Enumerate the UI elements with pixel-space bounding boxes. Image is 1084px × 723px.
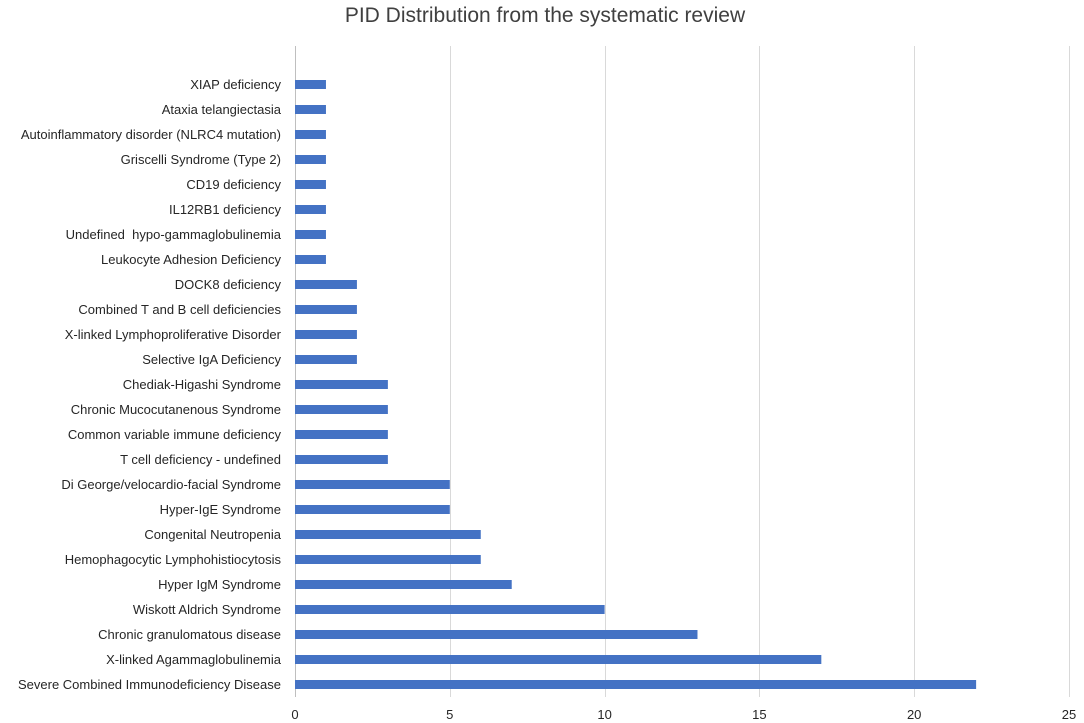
- chart-title: PID Distribution from the systematic rev…: [345, 4, 746, 27]
- gridlines: [295, 46, 1070, 697]
- bar: [295, 680, 977, 689]
- bars: [295, 80, 977, 689]
- x-tick-label: 25: [1062, 707, 1076, 722]
- category-labels: Severe Combined Immunodeficiency Disease…: [18, 77, 282, 692]
- x-tick-label: 0: [291, 707, 298, 722]
- category-label: Leukocyte Adhesion Deficiency: [101, 252, 281, 267]
- x-tick-label: 5: [446, 707, 453, 722]
- bar: [295, 205, 326, 214]
- bar: [295, 355, 357, 364]
- bar: [295, 405, 388, 414]
- category-label: T cell deficiency - undefined: [120, 452, 281, 467]
- category-label: Chronic granulomatous disease: [98, 627, 281, 642]
- category-label: Chronic Mucocutanenous Syndrome: [71, 402, 281, 417]
- x-tick-labels: 0 5 10 15 20 25: [291, 707, 1076, 722]
- bar: [295, 580, 512, 589]
- category-label: IL12RB1 deficiency: [169, 202, 282, 217]
- category-label: Chediak-Higashi Syndrome: [123, 377, 281, 392]
- category-label: Autoinflammatory disorder (NLRC4 mutatio…: [21, 127, 281, 142]
- category-label: Hyper IgM Syndrome: [158, 577, 281, 592]
- bar: [295, 505, 450, 514]
- bar: [295, 130, 326, 139]
- category-label: DOCK8 deficiency: [175, 277, 282, 292]
- category-label: Undefined hypo-gammaglobulinemia: [66, 227, 282, 242]
- bar: [295, 105, 326, 114]
- category-label: Hyper-IgE Syndrome: [160, 502, 281, 517]
- bar: [295, 230, 326, 239]
- bar: [295, 155, 326, 164]
- category-label: Severe Combined Immunodeficiency Disease: [18, 677, 281, 692]
- category-label: Combined T and B cell deficiencies: [78, 302, 281, 317]
- category-label: Congenital Neutropenia: [144, 527, 281, 542]
- bar: [295, 305, 357, 314]
- category-label: Wiskott Aldrich Syndrome: [133, 602, 281, 617]
- category-label: Ataxia telangiectasia: [162, 102, 282, 117]
- bar: [295, 255, 326, 264]
- x-tick-label: 10: [597, 707, 611, 722]
- category-label: Griscelli Syndrome (Type 2): [121, 152, 281, 167]
- bar: [295, 280, 357, 289]
- bar: [295, 655, 822, 664]
- category-label: Selective IgA Deficiency: [142, 352, 281, 367]
- category-label: XIAP deficiency: [190, 77, 281, 92]
- bar: [295, 430, 388, 439]
- category-label: Hemophagocytic Lymphohistiocytosis: [65, 552, 282, 567]
- x-tick-label: 15: [752, 707, 766, 722]
- category-label: Di George/velocardio-facial Syndrome: [61, 477, 281, 492]
- bar: [295, 480, 450, 489]
- category-label: Common variable immune deficiency: [68, 427, 282, 442]
- category-label: X-linked Lymphoproliferative Disorder: [65, 327, 282, 342]
- bar: [295, 455, 388, 464]
- bar: [295, 555, 481, 564]
- x-tick-label: 20: [907, 707, 921, 722]
- bar: [295, 380, 388, 389]
- category-label: X-linked Agammaglobulinemia: [106, 652, 282, 667]
- bar: [295, 605, 605, 614]
- bar: [295, 180, 326, 189]
- bar: [295, 530, 481, 539]
- bar: [295, 80, 326, 89]
- category-label: CD19 deficiency: [186, 177, 281, 192]
- bar: [295, 630, 698, 639]
- bar: [295, 330, 357, 339]
